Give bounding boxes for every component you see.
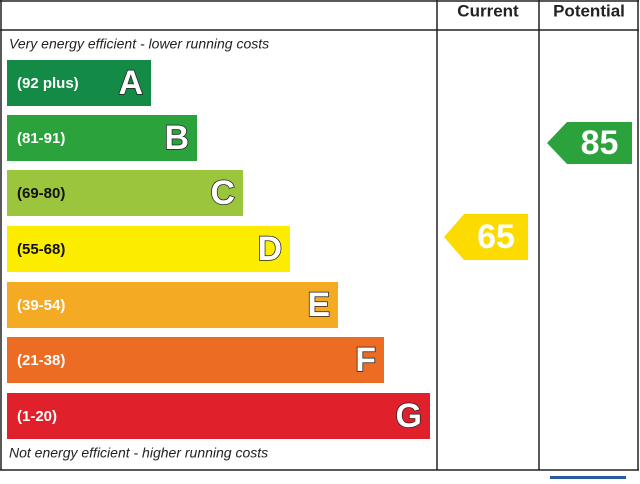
- band-letter: F: [355, 341, 376, 379]
- potential-rating: 85: [581, 124, 619, 162]
- band-letter: C: [210, 174, 235, 212]
- band-bar: [7, 282, 338, 328]
- band-letter: E: [307, 286, 330, 324]
- decoration: [550, 476, 626, 480]
- band-range: (1-20): [17, 408, 57, 425]
- band-range: (81-91): [17, 130, 65, 147]
- potential-arrow: [547, 122, 632, 164]
- band-bar: [7, 393, 430, 439]
- band-letter: G: [396, 397, 422, 435]
- header-potential: Potential: [553, 1, 625, 20]
- current-rating: 65: [477, 218, 515, 256]
- bottom-note: Not energy efficient - higher running co…: [9, 445, 268, 461]
- band-bar: [7, 226, 290, 272]
- band-letter: B: [164, 119, 189, 157]
- band-bar: [7, 337, 384, 383]
- frame: [0, 0, 639, 471]
- band-range: (69-80): [17, 185, 65, 202]
- band-range: (92 plus): [17, 75, 79, 92]
- band-range: (39-54): [17, 297, 65, 314]
- band-bar: [7, 170, 243, 216]
- band-range: (21-38): [17, 352, 65, 369]
- header-current: Current: [457, 1, 519, 20]
- current-arrow: [444, 214, 528, 260]
- band-letter: A: [118, 64, 143, 102]
- band-bar: [7, 115, 197, 161]
- top-note: Very energy efficient - lower running co…: [9, 36, 269, 52]
- band-letter: D: [257, 230, 282, 268]
- band-range: (55-68): [17, 241, 65, 258]
- band-bar: [7, 60, 151, 106]
